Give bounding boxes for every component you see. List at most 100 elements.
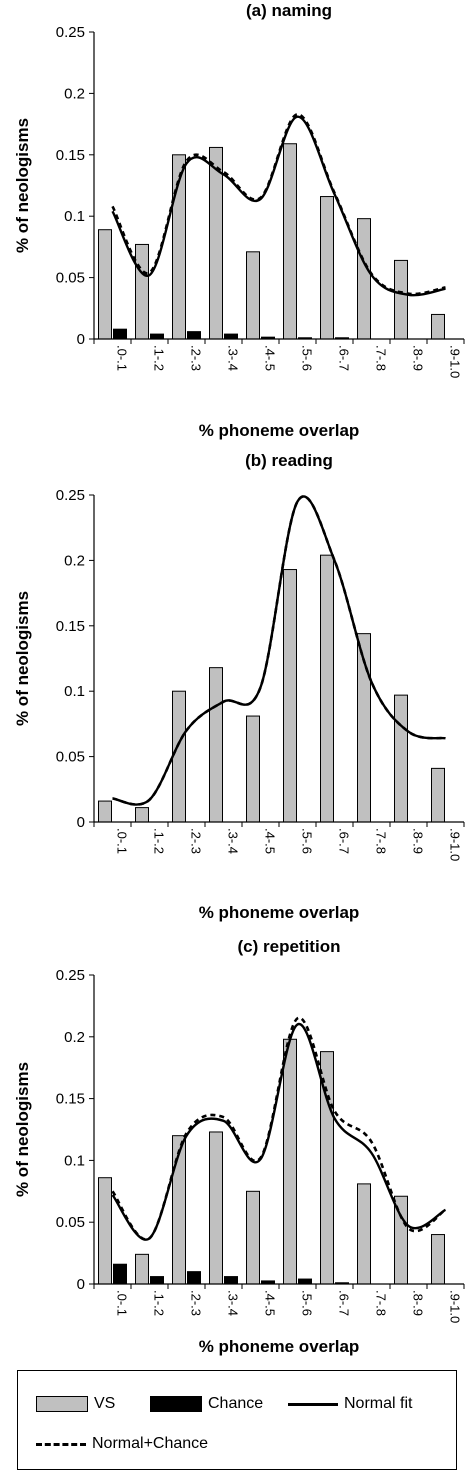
y-tick-label: 0.15 [56,618,85,635]
legend-label-chance: Chance [208,1395,264,1412]
y-tick-label: 0.1 [64,1152,85,1169]
line-normal-fit [112,495,446,806]
y-axis-label: % of neologisms [13,1062,32,1197]
bar-chance-1 [113,1263,127,1285]
legend-swatch-chance [150,1396,202,1412]
legend-swatch-normal-chance [36,1442,86,1446]
x-tick-label: .9-1.0 [448,828,463,861]
chart-title: (a) naming [246,1,332,20]
y-tick-label: 0 [77,814,85,831]
bar-vs-10 [431,1234,445,1285]
y-tick-label: 0.25 [56,487,85,504]
legend-label-vs: VS [94,1395,116,1412]
x-tick-label: .5-.6 [300,345,315,371]
legend-item-vs: VS [36,1395,115,1413]
x-tick-label: .8-.9 [411,345,426,371]
bar-vs-1 [98,229,112,340]
x-axis-label: % phoneme overlap [199,903,360,922]
bar-vs-1 [98,1177,112,1285]
legend-swatch-normal-fit [288,1402,338,1406]
bar-chance-2 [150,333,164,340]
x-tick-label: .6-.7 [337,828,352,854]
bar-chance-3 [187,1271,201,1285]
x-tick-label: .2-.3 [189,345,204,371]
bar-vs-9 [394,694,408,823]
y-tick-label: 0.15 [56,1091,85,1108]
y-tick-label: 0 [77,1276,85,1293]
x-tick-label: .7-.8 [374,828,389,854]
y-tick-label: 0.2 [64,85,85,102]
x-tick-label: .3-.4 [226,345,241,371]
x-tick-label: .2-.3 [189,828,204,854]
bar-vs-6 [283,1038,297,1285]
bar-vs-2 [135,1253,149,1285]
chart-title: (b) reading [245,451,333,470]
y-tick-label: 0.1 [64,683,85,700]
bar-vs-5 [246,251,260,340]
bar-vs-9 [394,259,408,340]
y-tick-label: 0.15 [56,147,85,164]
x-tick-label: .4-.5 [263,345,278,371]
x-tick-label: .4-.5 [263,828,278,854]
bar-vs-2 [135,807,149,823]
y-axis-label: % of neologisms [13,118,32,253]
x-tick-label: .3-.4 [226,1290,241,1316]
x-tick-label: .0-.1 [115,1290,130,1316]
x-tick-label: .5-.6 [300,828,315,854]
bar-chance-4 [224,333,238,340]
chart-panel-2: (b) reading 0 0.05 0.1 0.15 0.2 0.25 % of neolo… [13,451,465,922]
legend-item-normal-chance: Normal+Chance [36,1435,208,1453]
x-tick-label: .9-1.0 [448,1290,463,1323]
bar-vs-4 [209,146,223,340]
x-tick-label: .0-.1 [115,828,130,854]
bar-vs-8 [357,1183,371,1285]
x-tick-label: .7-.8 [374,1290,389,1316]
bar-vs-10 [431,313,445,340]
chart-title: (c) repetition [238,937,341,956]
bar-vs-2 [135,243,149,340]
y-tick-label: 0.05 [56,749,85,766]
legend: VS Chance Normal fit Normal+Chance [17,1370,457,1470]
line-normal-fit [111,1023,447,1241]
y-tick-label: 0.2 [64,1029,85,1046]
bar-vs-7 [320,196,334,340]
y-tick-label: 0.1 [64,208,85,225]
x-axis-label: % phoneme overlap [199,421,360,440]
x-tick-label: .0-.1 [115,345,130,371]
legend-label-normal-fit: Normal fit [344,1395,413,1412]
chart-panel-1: (a) naming 0 0.05 0.1 0.15 0.2 0.25 % of neolog… [13,1,465,440]
y-tick-label: 0.2 [64,552,85,569]
bar-chance-4 [224,1276,238,1285]
x-tick-label: .1-.2 [152,828,167,854]
bar-vs-5 [246,715,260,823]
bar-vs-6 [283,569,297,823]
bar-vs-1 [98,800,112,823]
bar-chance-1 [113,328,127,340]
x-tick-label: .3-.4 [226,828,241,854]
x-tick-label: .1-.2 [152,345,167,371]
x-tick-label: .7-.8 [374,345,389,371]
bar-vs-10 [431,767,445,823]
legend-item-normal-fit: Normal fit [288,1395,412,1413]
bar-vs-7 [320,554,334,823]
bar-vs-4 [209,1131,223,1285]
bar-vs-3 [172,1135,186,1285]
y-tick-label: 0.05 [56,270,85,287]
bar-vs-3 [172,690,186,823]
bar-chance-2 [150,1276,164,1285]
x-tick-label: .5-.6 [300,1290,315,1316]
x-axis-label: % phoneme overlap [199,1337,360,1356]
x-tick-label: .6-.7 [337,1290,352,1316]
bar-chance-6 [298,1278,312,1285]
line-normal-fit [111,115,446,297]
bar-vs-6 [283,143,297,340]
y-tick-label: 0.25 [56,967,85,984]
legend-item-chance: Chance [150,1395,263,1413]
y-tick-label: 0.05 [56,1214,85,1231]
bar-chance-3 [187,331,201,340]
y-tick-label: 0 [77,331,85,348]
chart-panel-3: (c) repetition 0 0.05 0.1 0.15 0.2 0.25 % of ne… [13,937,465,1356]
x-tick-label: .6-.7 [337,345,352,371]
bar-vs-5 [246,1190,260,1285]
